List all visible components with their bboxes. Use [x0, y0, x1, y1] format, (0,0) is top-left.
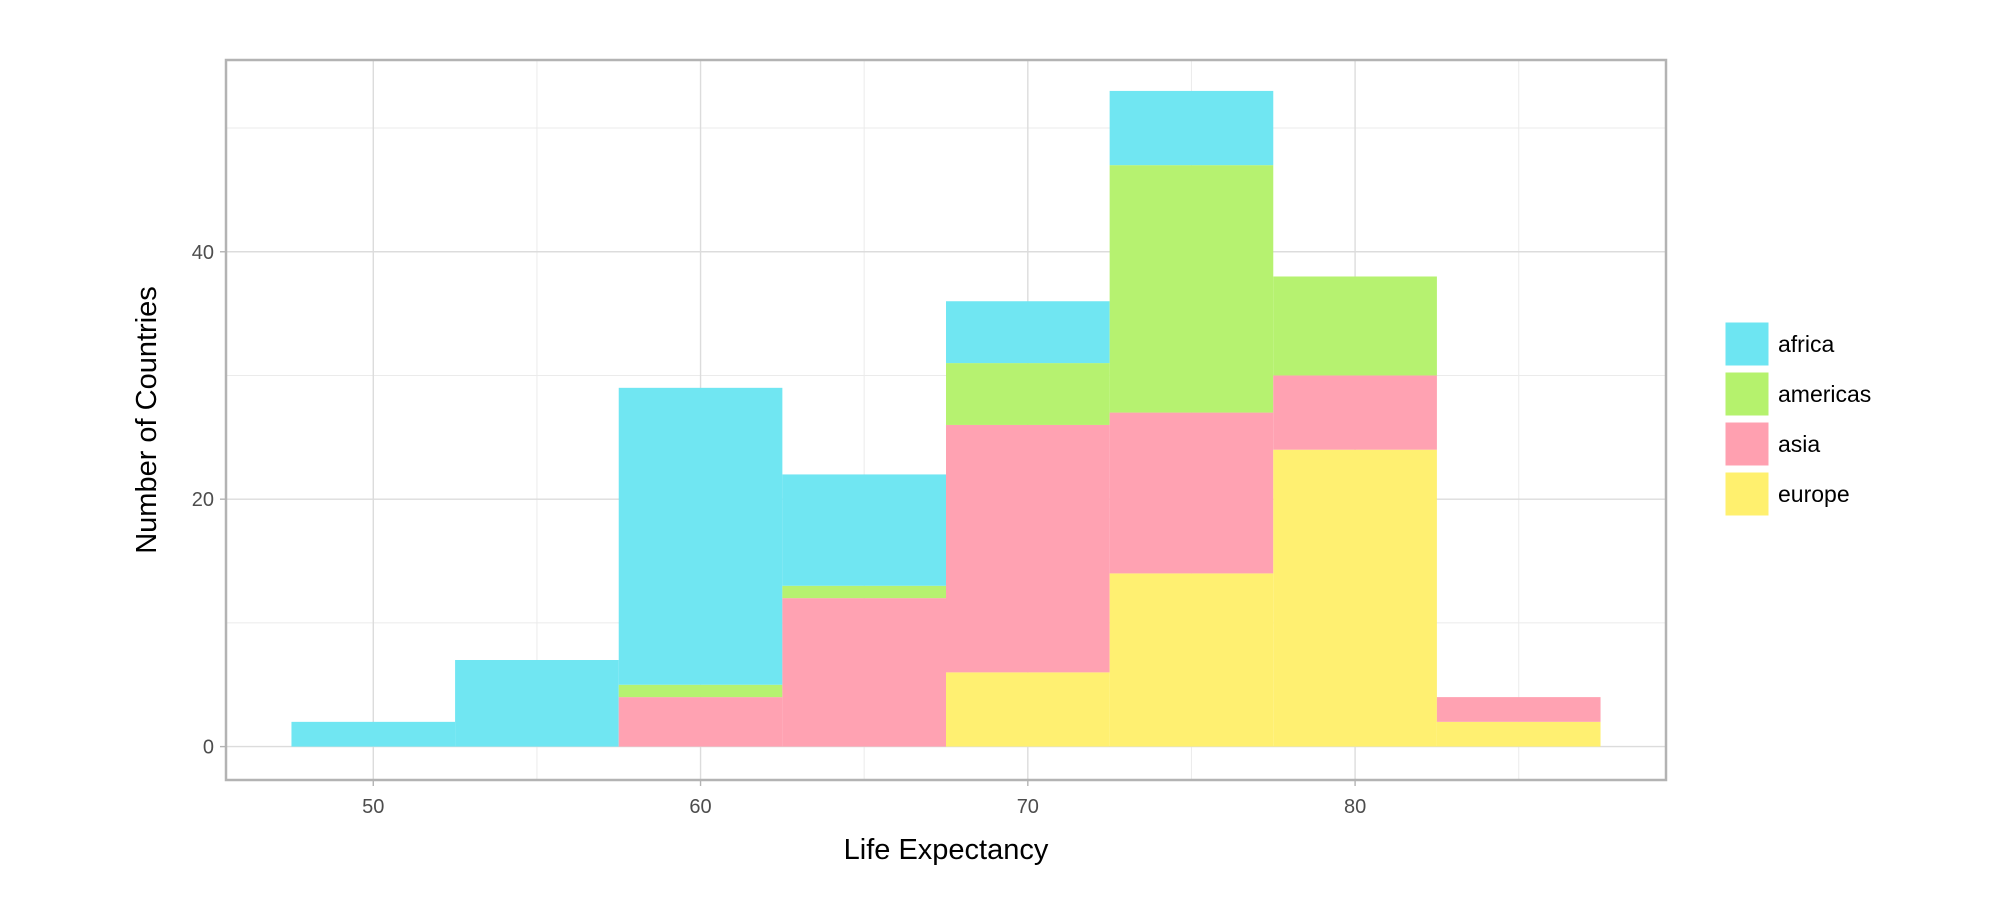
bar-americas-bin-5	[1109, 165, 1274, 413]
bar-africa-bin-5	[1109, 90, 1274, 166]
legend-key-americas	[1725, 372, 1769, 416]
bar-asia-bin-2	[618, 697, 783, 747]
y-tick-label: 20	[192, 489, 214, 511]
bar-europe-bin-7	[1436, 721, 1601, 747]
legend-label-asia: asia	[1778, 431, 1820, 457]
bar-europe-bin-5	[1109, 573, 1274, 747]
x-axis-ticks: 50 60 70 80	[362, 780, 1366, 818]
bar-americas-bin-2	[618, 684, 783, 698]
bar-europe-bin-4	[946, 672, 1110, 747]
bar-americas-bin-3	[782, 585, 946, 599]
y-axis-ticks: 0 20 40	[192, 242, 226, 759]
legend-label-americas: americas	[1778, 381, 1871, 407]
bar-africa-bin-1	[455, 660, 619, 747]
bar-asia-bin-6	[1273, 375, 1437, 450]
bar-americas-bin-4	[946, 363, 1110, 425]
bar-asia-bin-3	[782, 598, 946, 747]
bar-europe-bin-6	[1273, 449, 1437, 747]
bar-asia-bin-5	[1109, 412, 1274, 574]
x-tick-label: 80	[1344, 796, 1366, 818]
y-axis-title: Number of Countries	[131, 286, 163, 554]
bar-africa-bin-2	[618, 387, 783, 685]
bar-asia-bin-4	[946, 424, 1110, 673]
legend-label-africa: africa	[1778, 331, 1834, 357]
bar-africa-bin-4	[946, 301, 1110, 364]
legend-key-africa	[1725, 322, 1769, 366]
legend-key-asia	[1725, 422, 1769, 466]
y-tick-label: 0	[203, 737, 214, 759]
x-tick-label: 60	[689, 796, 711, 818]
legend-key-europe	[1725, 472, 1769, 516]
x-tick-label: 50	[362, 796, 384, 818]
legend: africa americas asia europe	[1725, 322, 1871, 516]
bar-americas-bin-6	[1273, 276, 1437, 376]
legend-label-europe: europe	[1778, 481, 1850, 507]
bar-asia-bin-7	[1436, 697, 1601, 722]
histogram-bars	[291, 90, 1601, 747]
plot-border	[224, 58, 1668, 782]
bar-africa-bin-3	[782, 474, 946, 586]
x-axis-title: Life Expectancy	[844, 834, 1049, 866]
y-tick-label: 40	[192, 242, 214, 264]
x-tick-label: 70	[1017, 796, 1039, 818]
bar-africa-bin-0	[291, 721, 456, 747]
